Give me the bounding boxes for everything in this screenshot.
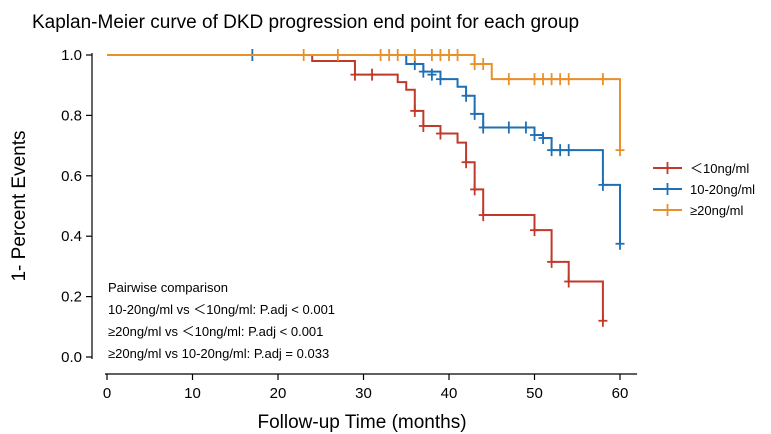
y-tick-label: 0.8 <box>61 107 82 124</box>
annotation-heading: Pairwise comparison <box>108 280 228 295</box>
y-tick-label: 1.0 <box>61 47 82 64</box>
legend: ＜10ng/ml 10-20ng/ml ≥20ng/ml <box>653 161 755 218</box>
pairwise-annotation: Pairwise comparison 10-20ng/ml vs ＜10ng/m… <box>108 280 335 361</box>
x-tick-label: 0 <box>103 385 111 402</box>
y-tick-label: 0.2 <box>61 289 82 306</box>
series-10-20ng/ml <box>107 49 625 250</box>
x-tick-label: 10 <box>184 385 201 402</box>
annotation-line: ≥20ng/ml vs 10-20ng/ml: P.adj = 0.033 <box>108 346 329 361</box>
x-axis-label: Follow-up Time (months) <box>257 412 466 433</box>
axes: 0.0 0.2 0.4 0.6 0.8 1.0 0 10 20 30 40 50 60 <box>61 47 638 402</box>
y-tick-label: 0.0 <box>61 349 82 366</box>
legend-label: 10-20ng/ml <box>690 182 755 197</box>
series-group <box>107 49 625 327</box>
x-tick-label: 40 <box>441 385 458 402</box>
legend-label: ≥20ng/ml <box>690 203 743 218</box>
x-tick-label: 30 <box>355 385 372 402</box>
x-tick-label: 50 <box>526 385 543 402</box>
series-≥20ng/ml <box>107 49 625 157</box>
x-tick-label: 20 <box>270 385 287 402</box>
legend-label: ＜10ng/ml <box>690 161 749 176</box>
chart-title: Kaplan-Meier curve of DKD progression en… <box>32 12 579 33</box>
x-tick-label: 60 <box>612 385 629 402</box>
y-axis-label: 1- Percent Events <box>9 130 30 281</box>
annotation-line: 10-20ng/ml vs ＜10ng/ml: P.adj < 0.001 <box>108 302 335 317</box>
y-tick-label: 0.4 <box>61 228 82 245</box>
series-＜10ng/ml <box>107 54 608 327</box>
y-tick-label: 0.6 <box>61 168 82 185</box>
survival-step-line <box>107 54 604 321</box>
annotation-line: ≥20ng/ml vs ＜10ng/ml: P.adj < 0.001 <box>108 324 323 339</box>
survival-step-line <box>107 54 621 151</box>
